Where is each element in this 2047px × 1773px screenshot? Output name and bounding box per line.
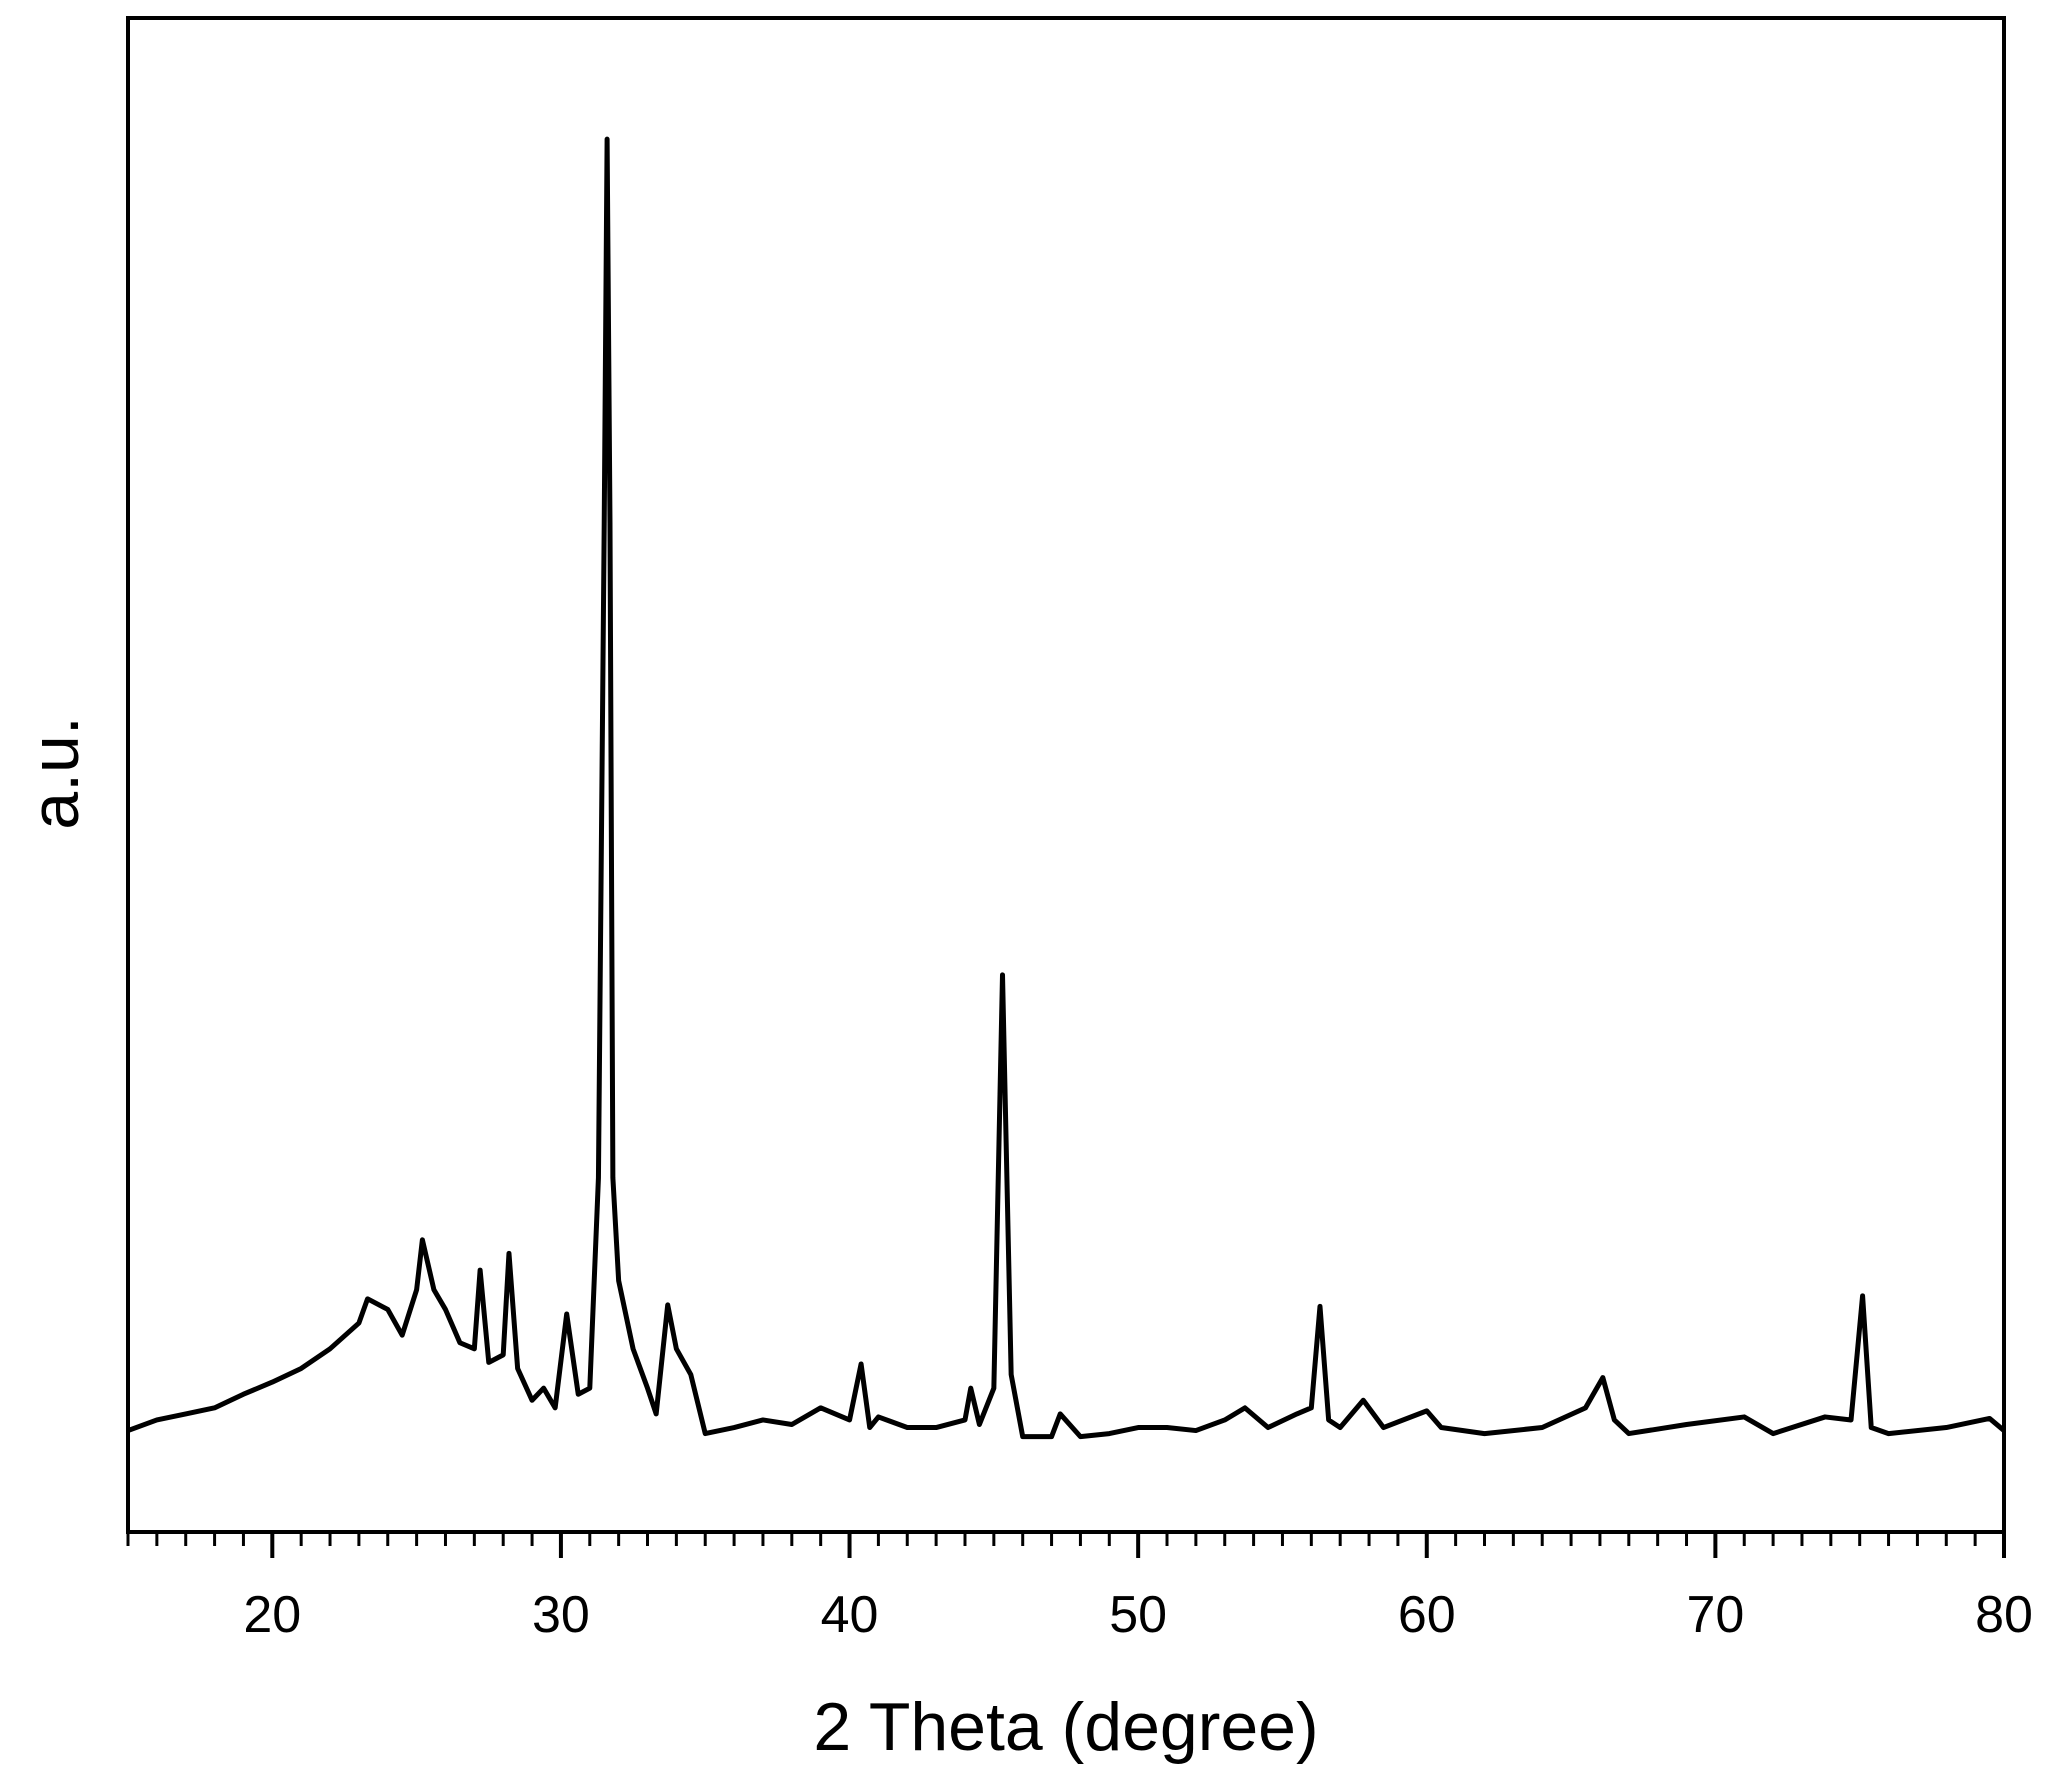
x-axis-title: 2 Theta (degree) <box>813 1689 1318 1765</box>
x-tick-label: 40 <box>821 1586 879 1644</box>
x-tick-label: 60 <box>1398 1586 1456 1644</box>
x-tick-label: 80 <box>1975 1586 2033 1644</box>
x-tick-label: 30 <box>532 1586 590 1644</box>
plot-frame <box>126 16 2006 1534</box>
x-tick-label: 70 <box>1686 1586 1744 1644</box>
y-axis-title: a.u. <box>17 716 93 829</box>
data-line <box>127 136 2006 1440</box>
x-tick-label: 20 <box>243 1586 301 1644</box>
x-tick-label: 50 <box>1109 1586 1167 1644</box>
